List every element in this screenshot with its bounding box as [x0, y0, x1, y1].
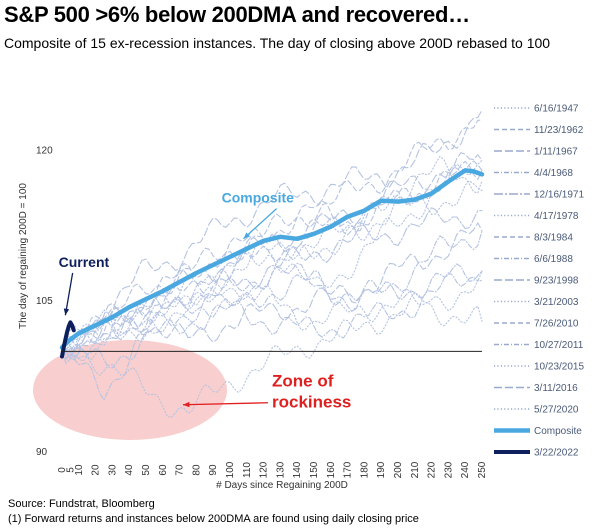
- legend-entry: 4/4/1968: [534, 168, 573, 179]
- legend-entry: 3/11/2016: [534, 383, 578, 394]
- series-line-3-21-2003: [61, 180, 483, 362]
- series-line-3-11-2016: [61, 222, 483, 361]
- page-subtitle: Composite of 15 ex-recession instances. …: [4, 35, 551, 51]
- x-tick-label: 30: [107, 464, 118, 476]
- legend-entry: 3/21/2003: [534, 297, 579, 308]
- x-tick-label: 120: [259, 461, 270, 478]
- footnote: (1) Forward returns and instances below …: [8, 513, 419, 525]
- legend-entry: 8/3/1984: [534, 233, 573, 244]
- annotation-arrowhead: [63, 308, 70, 316]
- legend-entry: 7/26/2010: [534, 319, 579, 330]
- legend-entry: 4/17/1978: [534, 211, 579, 222]
- annotation-composite: Composite: [222, 190, 295, 206]
- y-tick-label: 105: [36, 296, 53, 307]
- series-line-4-4-1968: [61, 263, 483, 357]
- annotation-arrow: [182, 402, 269, 406]
- x-tick-label: 60: [158, 464, 169, 476]
- legend-entry: 10/23/2015: [534, 362, 584, 373]
- x-tick-label: 140: [292, 461, 303, 478]
- x-tick-label: 130: [275, 461, 286, 478]
- x-tick-label: 250: [477, 461, 488, 478]
- legend-entry: 10/27/2011: [534, 340, 584, 351]
- legend-entry: 12/16/1971: [534, 190, 584, 201]
- annotation-arrowhead: [243, 232, 251, 239]
- x-tick-label: 10: [74, 464, 85, 476]
- legend-entry: 1/11/1967: [534, 147, 578, 158]
- zone-layer: [33, 340, 227, 440]
- series-line-8-3-1984: [61, 160, 483, 365]
- series-layer: [59, 109, 485, 419]
- legend: 6/16/1947 11/23/1962 1/11/1967 4/4/1968 12/1…: [494, 104, 584, 459]
- y-axis-label: The day of regaining 200D = 100: [18, 183, 29, 329]
- y-tick-label: 90: [36, 447, 48, 458]
- x-tick-label: 240: [460, 461, 471, 478]
- legend-entry: 9/23/1998: [534, 276, 579, 287]
- series-line-12-16-1971: [61, 207, 483, 352]
- x-tick-label: 110: [242, 462, 253, 478]
- x-tick-label: 90: [208, 464, 219, 476]
- x-tick-label: 40: [124, 464, 135, 476]
- x-axis-label: # Days since Regaining 200D: [216, 480, 348, 491]
- x-tick-label: 200: [393, 461, 404, 478]
- x-tick-label: 70: [175, 464, 186, 476]
- x-tick-label: 100: [225, 461, 236, 478]
- x-tick-label: 150: [309, 461, 320, 478]
- x-tick-label: 0: [57, 467, 68, 473]
- x-tick-label: 170: [343, 461, 354, 478]
- legend-entry: 6/16/1947: [534, 104, 579, 115]
- annotation-arrow: [243, 208, 278, 240]
- annotation-current: Current: [59, 254, 110, 270]
- annotation-rockiness: rockiness: [272, 393, 351, 412]
- annotation-arrow: [64, 272, 74, 316]
- x-tick-label: 160: [326, 461, 337, 478]
- x-tick-label: 190: [376, 461, 387, 478]
- legend-entry: 5/27/2020: [534, 405, 579, 416]
- y-tick-label: 120: [36, 145, 53, 156]
- annotation-zone-of: Zone of: [272, 372, 334, 391]
- x-tick-label: 220: [427, 461, 438, 478]
- series-line-10-27-2011: [61, 230, 483, 401]
- page-title: S&P 500 >6% below 200DMA and recovered…: [4, 2, 470, 27]
- series-line-3-22-2022: [60, 320, 76, 359]
- x-tick-label: 50: [141, 464, 152, 476]
- annotation-layer: Composite Current Zone of rockiness: [59, 190, 352, 412]
- x-tick-label: 230: [443, 461, 454, 478]
- x-tick-label: 210: [410, 461, 421, 478]
- legend-entry: 11/23/1962: [534, 125, 584, 136]
- series-line-9-23-1998: [61, 109, 483, 352]
- source-note: Source: Fundstrat, Bloomberg: [8, 498, 155, 510]
- series-line-6-16-1947: [61, 155, 483, 352]
- series-line-5-27-2020: [61, 159, 483, 358]
- x-tick-label: 80: [191, 464, 202, 476]
- series-line-11-23-1962: [61, 119, 483, 352]
- x-tick-label: 180: [359, 461, 370, 478]
- zone-of-rockiness-ellipse: [33, 340, 227, 440]
- legend-entry: Composite: [534, 426, 582, 437]
- series-line-6-6-1988: [61, 270, 483, 369]
- legend-entry: 3/22/2022: [534, 448, 579, 459]
- legend-entry: 6/6/1988: [534, 254, 573, 265]
- series-line-composite: [59, 168, 485, 350]
- annotation-arrowhead: [182, 401, 190, 408]
- series-line-10-23-2015: [61, 279, 483, 419]
- x-tick-label: 20: [91, 464, 102, 476]
- x-tick-label: 5: [65, 467, 76, 473]
